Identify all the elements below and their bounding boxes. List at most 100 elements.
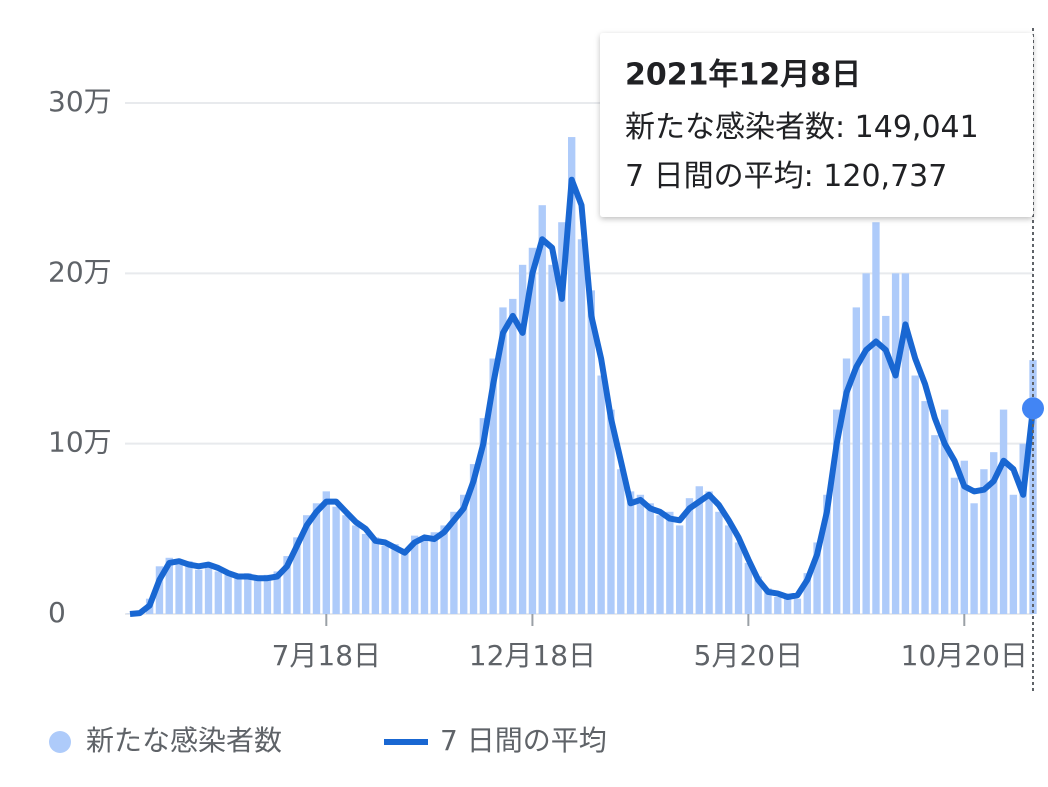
bar [391, 544, 399, 614]
bar [813, 542, 821, 614]
bar [558, 222, 566, 614]
legend-label: 新たな感染者数 [86, 724, 282, 757]
bar [783, 593, 792, 614]
tooltip-label: 新たな感染者数: [625, 110, 845, 145]
bar [430, 532, 438, 614]
bar [273, 571, 281, 614]
y-tick-label: 0 [48, 596, 66, 629]
tooltip-row: 7 日間の平均: 120,737 [625, 159, 947, 194]
bar [754, 576, 762, 614]
bar [626, 491, 635, 614]
bar [607, 409, 615, 614]
x-tick-label: 5月20日 [694, 639, 803, 672]
bar [734, 542, 743, 614]
bar [253, 579, 262, 614]
legend-label: 7 日間の平均 [440, 724, 607, 757]
bar [685, 498, 694, 614]
tooltip-row: 新たな感染者数: 149,041 [625, 110, 979, 145]
bar [980, 469, 988, 614]
bar [440, 525, 448, 614]
bar [224, 574, 232, 614]
legend-swatch [49, 731, 71, 753]
bar [509, 298, 517, 614]
tooltip-date: 2021年12月8日 [625, 58, 861, 93]
bar [833, 409, 841, 614]
bar [528, 247, 537, 615]
bar [891, 273, 900, 614]
bar [352, 525, 360, 614]
bar [852, 307, 861, 614]
bar [990, 452, 998, 614]
bar [911, 375, 919, 614]
bar [656, 515, 664, 614]
bar [921, 401, 929, 614]
bar [725, 525, 733, 614]
bar [302, 515, 311, 614]
bar [263, 574, 272, 614]
bar [577, 239, 586, 614]
tooltip-value: 149,041 [855, 110, 979, 145]
bar [538, 205, 546, 614]
bar [695, 486, 703, 614]
bar [234, 578, 242, 614]
bar [204, 562, 213, 614]
bar [322, 491, 330, 614]
bar [361, 533, 370, 614]
bar [1029, 360, 1037, 614]
bar [774, 596, 782, 614]
bar [872, 222, 880, 614]
legend: 新たな感染者数 7 日間の平均 [49, 724, 607, 757]
bar [469, 464, 478, 614]
bar [479, 418, 488, 614]
bar [1019, 443, 1027, 614]
bar [882, 315, 890, 614]
bar [617, 469, 625, 614]
bar [842, 358, 851, 614]
bar [489, 358, 497, 614]
bar [185, 561, 193, 614]
bar [960, 460, 968, 614]
bar [381, 545, 389, 614]
bar [214, 571, 223, 614]
bar [293, 537, 301, 614]
y-tick-label: 10万 [48, 426, 112, 459]
bar [342, 515, 350, 614]
bar [371, 537, 380, 614]
bar [568, 137, 576, 615]
hover-dot [1022, 397, 1044, 420]
bar [970, 503, 978, 614]
bar [312, 503, 321, 614]
bar [460, 494, 468, 614]
bar [931, 435, 939, 614]
bar [901, 273, 910, 614]
bar [499, 307, 507, 614]
avg-line [129, 176, 1036, 617]
tooltip-value: 120,737 [823, 159, 947, 194]
bar [675, 525, 684, 614]
bar [165, 557, 173, 614]
bar [705, 491, 713, 614]
tooltip-label: 7 日間の平均: [625, 159, 814, 194]
tooltip-box [600, 33, 1033, 217]
x-tick-label: 12月18日 [469, 639, 596, 672]
bar [175, 564, 183, 614]
bar [744, 562, 753, 614]
bar [587, 290, 595, 614]
bar [999, 409, 1008, 614]
bar [862, 273, 870, 614]
bar [715, 511, 723, 614]
bar [450, 511, 458, 614]
bar [401, 549, 409, 614]
bar [518, 264, 527, 614]
tooltip: 2021年12月8日 新たな感染者数: 149,041 7 日間の平均: 120… [600, 33, 1033, 217]
bar [155, 566, 164, 614]
bar [666, 511, 674, 614]
bar [283, 556, 291, 614]
bar [646, 503, 654, 614]
bar [548, 264, 556, 614]
x-tick-label: 7月18日 [272, 639, 381, 672]
bar [597, 375, 605, 614]
